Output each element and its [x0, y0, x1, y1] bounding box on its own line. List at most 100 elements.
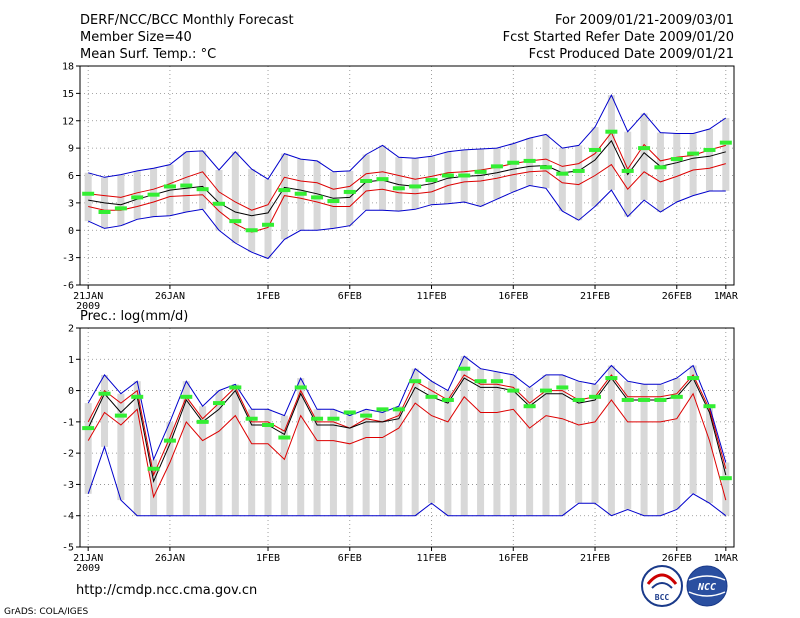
precip-spread-box	[150, 459, 158, 516]
temp-y-tick-label: 3	[68, 198, 74, 209]
precip-spread-box	[378, 412, 386, 516]
precip-obs-marker	[278, 435, 291, 440]
precip-spread-box	[591, 384, 599, 504]
temp-x-tick-label: 1MAR	[714, 291, 739, 302]
temp-obs-marker	[670, 157, 683, 162]
precip-spread-box	[460, 356, 468, 516]
precip-spread-box	[640, 384, 648, 516]
precip-obs-marker	[507, 388, 520, 393]
precip-y-tick-label: 2	[68, 324, 74, 335]
temp-spread-box	[591, 127, 599, 207]
precip-obs-marker	[474, 379, 487, 384]
precip-obs-marker	[654, 397, 667, 402]
precip-spread-box	[493, 371, 501, 516]
temp-y-tick-label: 0	[68, 226, 74, 237]
precip-spread-box	[362, 409, 370, 516]
precip-spread-box	[182, 381, 190, 516]
precip-spread-box	[575, 381, 583, 504]
temp-x-tick-label: 21FEB	[580, 291, 610, 302]
precip-spread-box	[509, 374, 517, 516]
precip-obs-marker	[458, 366, 471, 371]
temp-y-tick-label: 9	[68, 144, 74, 155]
precipitation-panel: -5 -4 -3 -2 -1 0 1 2 21JAN 26JAN 1FEB 6FEB 11FEB 16FE…	[62, 324, 739, 575]
member-size: Member Size=40	[80, 30, 192, 45]
precip-x-tick-label: 21JAN	[73, 553, 103, 564]
temp-y-tick-label: -3	[62, 253, 74, 264]
temp-spread-box	[722, 118, 730, 192]
precip-obs-marker	[311, 416, 324, 421]
temp-obs-marker	[687, 151, 700, 156]
precip-obs-marker	[490, 379, 503, 384]
temp-x-tick-label: 11FEB	[416, 291, 446, 302]
precip-obs-marker	[556, 385, 569, 390]
temp-obs-marker	[703, 147, 716, 152]
temp-minus-sd-line	[88, 163, 726, 233]
precip-spread-box	[84, 403, 92, 494]
precip-obs-marker	[539, 388, 552, 393]
temp-obs-marker	[343, 189, 356, 194]
precip-obs-marker	[82, 426, 95, 431]
temp-obs-marker	[131, 195, 144, 200]
temp-obs-marker	[392, 186, 405, 191]
temp-spread-box	[150, 168, 158, 217]
precip-obs-marker	[687, 376, 700, 381]
precip-obs-marker	[605, 376, 618, 381]
temp-spread-box	[346, 170, 354, 226]
temp-obs-marker	[278, 188, 291, 193]
temp-spread-box	[705, 128, 713, 192]
temp-y-tick-label: 15	[62, 89, 74, 100]
forecast-start-date: Fcst Started Refer Date 2009/01/20	[503, 30, 734, 45]
forecast-period: For 2009/01/21-2009/03/01	[555, 13, 734, 28]
precipitation-plot-frame	[79, 327, 735, 548]
precip-obs-marker	[441, 397, 454, 402]
precip-spread-box	[346, 415, 354, 516]
precip-spread-box	[248, 409, 256, 516]
source-url[interactable]: http://cmdp.ncc.cma.gov.cn	[76, 583, 257, 598]
temp-spread-box	[558, 148, 566, 212]
precip-obs-marker	[621, 397, 634, 402]
temp-x-year-label: 2009	[76, 301, 100, 312]
precip-obs-marker	[327, 416, 340, 421]
precip-spread-box	[673, 378, 681, 510]
temp-obs-marker	[719, 140, 732, 145]
temp-spread-box	[84, 172, 92, 222]
temp-obs-marker	[163, 184, 176, 189]
precip-obs-marker	[425, 394, 438, 399]
temp-obs-marker	[114, 206, 127, 211]
precip-obs-marker	[572, 397, 585, 402]
precip-obs-marker	[114, 413, 127, 418]
precip-spread-box	[329, 409, 337, 516]
temp-obs-marker	[474, 169, 487, 174]
precip-spread-box	[297, 378, 305, 516]
temp-spread-box	[231, 151, 239, 244]
temp-x-tick-label: 6FEB	[338, 291, 362, 302]
precip-obs-marker	[409, 379, 422, 384]
temp-mean-line	[88, 139, 726, 217]
temp-spread-box	[199, 150, 207, 210]
precip-spread-box	[689, 365, 697, 494]
precip-spread-box	[117, 393, 125, 501]
precip-obs-marker	[589, 394, 602, 399]
temp-spread-box	[689, 133, 697, 196]
grads-credit: GrADS: COLA/IGES	[4, 607, 88, 617]
precip-spread-box	[101, 374, 109, 447]
precip-obs-marker	[212, 401, 225, 406]
ncc-logo-text: NCC	[697, 582, 716, 593]
precip-x-tick-label: 1MAR	[714, 553, 739, 564]
precip-spread-box	[215, 390, 223, 516]
temp-obs-marker	[654, 165, 667, 170]
temp-obs-marker	[147, 192, 160, 197]
temp-spread-box	[542, 134, 550, 189]
precip-y-tick-label: -4	[62, 511, 74, 522]
precip-obs-marker	[245, 416, 258, 421]
precip-spread-box	[199, 406, 207, 516]
precip-max-line	[87, 355, 727, 463]
temp-spread-box	[477, 149, 485, 207]
temp-obs-marker	[229, 219, 242, 224]
precip-spread-box	[395, 406, 403, 516]
forecast-produced-date: Fcst Produced Date 2009/01/21	[529, 47, 734, 62]
precip-spread-box	[133, 381, 141, 516]
precip-x-tick-label: 1FEB	[256, 553, 280, 564]
temp-spread-box	[607, 95, 615, 191]
